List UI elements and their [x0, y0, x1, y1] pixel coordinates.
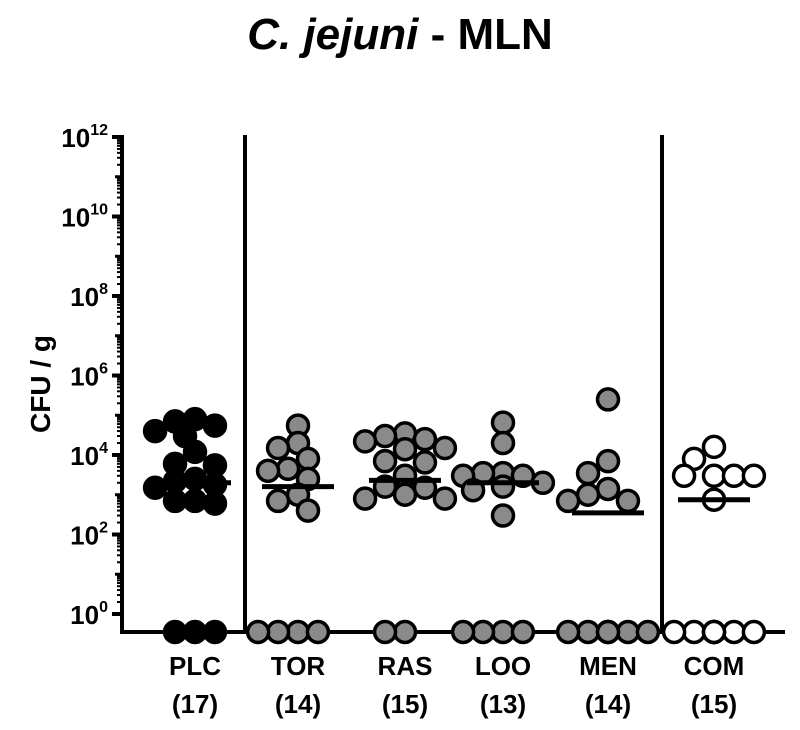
- y-tick-label: 100: [70, 599, 108, 630]
- data-point: [202, 491, 228, 516]
- sample-size-label: (17): [172, 689, 218, 719]
- sample-size-label: (15): [691, 689, 737, 719]
- data-point: [510, 619, 536, 645]
- data-point: [255, 458, 281, 484]
- y-axis-label: CFU / g: [25, 335, 56, 433]
- data-point: [182, 488, 208, 514]
- data-point: [681, 619, 707, 645]
- y-tick-label: 1012: [61, 122, 108, 153]
- title-species: C. jejuni: [247, 10, 419, 59]
- data-point: [555, 619, 581, 645]
- data-point: [202, 413, 228, 438]
- data-point: [595, 619, 621, 645]
- data-point: [432, 486, 458, 511]
- data-point: [701, 463, 727, 489]
- data-point: [555, 488, 581, 514]
- data-point: [352, 429, 378, 454]
- sample-size-label: (13): [480, 689, 526, 719]
- data-point: [490, 503, 516, 528]
- data-point: [245, 619, 271, 645]
- data-point: [490, 410, 516, 435]
- category-label: PLC: [169, 651, 221, 681]
- group-separators: [243, 135, 664, 632]
- data-point: [575, 619, 601, 645]
- data-point: [372, 619, 398, 645]
- y-tick-label: 106: [70, 361, 108, 392]
- data-point: [392, 436, 418, 462]
- data-point: [741, 463, 767, 489]
- median-lines: [159, 477, 750, 516]
- data-point: [412, 426, 438, 452]
- data-point: [721, 463, 747, 489]
- data-point: [595, 448, 621, 474]
- data-point: [295, 498, 321, 523]
- data-point: [615, 619, 641, 645]
- category-label: RAS: [378, 651, 433, 681]
- data-point: [142, 418, 168, 444]
- y-tick-label: 108: [70, 281, 108, 312]
- data-point: [295, 446, 321, 472]
- data-point: [490, 619, 516, 645]
- data-point: [470, 619, 496, 645]
- data-point: [615, 488, 641, 514]
- data-point: [412, 450, 438, 475]
- data-point: [162, 488, 188, 514]
- data-point: [450, 619, 476, 645]
- data-point: [265, 619, 291, 645]
- data-point: [162, 619, 188, 645]
- sample-size-label: (15): [382, 689, 428, 719]
- data-point: [182, 466, 208, 492]
- data-point: [701, 619, 727, 645]
- sample-size-label: (14): [275, 689, 321, 719]
- y-axis: 100 102 104 106 108 1010 1012: [61, 122, 124, 634]
- data-point: [392, 619, 418, 645]
- data-point: [490, 474, 516, 499]
- category-labels: PLC (17) TOR (14) RAS (15) LOO (13) MEN (14) COM (1…: [169, 651, 744, 719]
- data-point: [275, 456, 301, 482]
- data-point: [182, 619, 208, 645]
- data-point: [372, 423, 398, 449]
- data-point: [701, 434, 727, 460]
- data-point: [595, 476, 621, 502]
- data-point: [661, 619, 687, 645]
- y-tick-label: 102: [70, 520, 108, 551]
- category-label: TOR: [271, 651, 326, 681]
- data-point: [721, 619, 747, 645]
- data-point: [265, 488, 291, 514]
- data-point: [285, 619, 311, 645]
- data-point: [305, 619, 331, 645]
- sample-size-label: (14): [585, 689, 631, 719]
- data-point: [575, 482, 601, 507]
- y-tick-label: 1010: [61, 202, 108, 233]
- category-label: LOO: [475, 651, 531, 681]
- data-point: [202, 619, 228, 645]
- data-point: [595, 387, 621, 412]
- y-axis-title: CFU / g: [25, 335, 56, 433]
- data-point: [392, 482, 418, 507]
- data-point: [265, 435, 291, 461]
- data-point: [635, 619, 661, 645]
- data-point: [575, 460, 601, 486]
- category-label: MEN: [579, 651, 637, 681]
- y-tick-label: 104: [70, 440, 108, 471]
- data-point: [432, 435, 458, 461]
- chart-title: C. jejuni - MLN: [0, 10, 800, 60]
- data-point: [372, 448, 398, 474]
- data-point: [741, 619, 767, 645]
- category-label: COM: [684, 651, 745, 681]
- data-points: [142, 387, 767, 645]
- data-point: [182, 439, 208, 465]
- title-tissue: - MLN: [418, 10, 553, 59]
- data-point: [671, 463, 697, 489]
- data-point: [490, 430, 516, 456]
- data-point: [352, 486, 378, 511]
